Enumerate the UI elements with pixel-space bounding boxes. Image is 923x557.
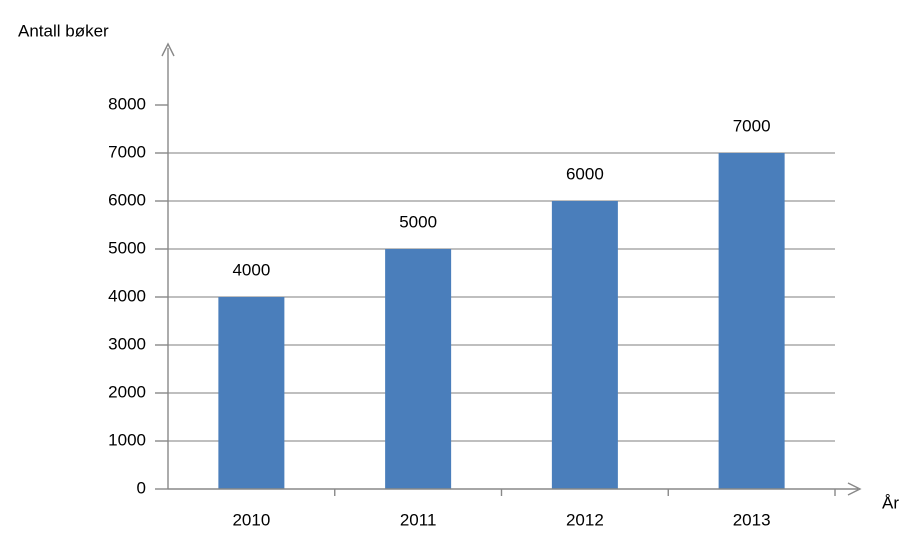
y-tick-label: 3000 (108, 334, 146, 353)
bar (718, 153, 785, 489)
y-tick-label: 1000 (108, 430, 146, 449)
bar (218, 297, 285, 489)
y-tick-label: 6000 (108, 190, 146, 209)
bars (218, 153, 785, 489)
data-label: 4000 (232, 260, 270, 279)
data-label: 5000 (399, 212, 437, 231)
x-tick-label: 2012 (566, 510, 604, 529)
y-tick-label: 7000 (108, 142, 146, 161)
y-axis-arrow (161, 42, 175, 57)
x-tick-label: 2013 (733, 510, 771, 529)
x-tick-label: 2011 (400, 510, 437, 529)
x-axis-arrow (847, 482, 862, 496)
data-label: 7000 (733, 116, 771, 135)
data-label: 6000 (566, 164, 604, 183)
y-tick-label: 0 (137, 478, 146, 497)
y-tick-label: 8000 (108, 94, 146, 113)
x-axis-label: År (882, 493, 899, 512)
y-tick-label: 4000 (108, 286, 146, 305)
y-tick-label: 5000 (108, 238, 146, 257)
bar (551, 201, 618, 489)
x-tick-label: 2010 (232, 510, 270, 529)
y-tick-label: 2000 (108, 382, 146, 401)
y-axis-label: Antall bøker (18, 21, 109, 40)
bar (385, 249, 452, 489)
